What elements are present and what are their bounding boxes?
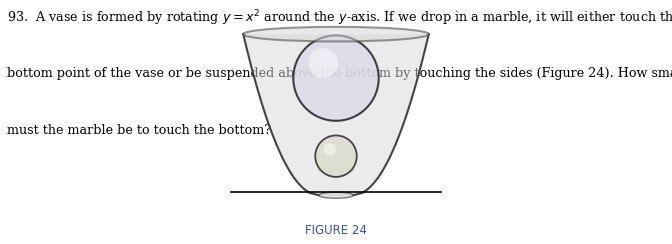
Circle shape: [323, 143, 336, 155]
Text: bottom point of the vase or be suspended above the bottom by touching the sides : bottom point of the vase or be suspended…: [7, 67, 672, 80]
Text: FIGURE 24: FIGURE 24: [305, 224, 367, 237]
Circle shape: [293, 35, 379, 121]
Text: must the marble be to touch the bottom?: must the marble be to touch the bottom?: [7, 124, 271, 137]
Text: 93.  A vase is formed by rotating $y = x^2$ around the $y$-axis. If we drop in a: 93. A vase is formed by rotating $y = x^…: [7, 8, 672, 28]
Ellipse shape: [319, 192, 353, 198]
Polygon shape: [243, 34, 429, 195]
Ellipse shape: [243, 27, 429, 41]
Circle shape: [315, 135, 357, 177]
Circle shape: [308, 48, 338, 78]
